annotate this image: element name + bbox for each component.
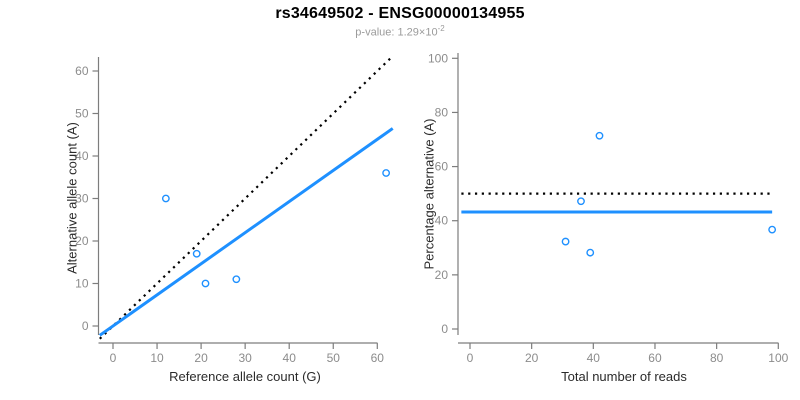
x-axis-title-right: Total number of reads — [561, 369, 687, 384]
y-tick-label: 60 — [75, 64, 89, 78]
y-tick-label: 50 — [75, 107, 89, 121]
data-point — [586, 248, 595, 257]
data-point — [232, 275, 241, 284]
x-tick-label: 30 — [238, 351, 252, 365]
x-tick-label: 40 — [587, 351, 601, 365]
x-tick-label: 50 — [327, 351, 341, 365]
x-tick-label: 20 — [525, 351, 539, 365]
x-tick-label: 100 — [768, 351, 788, 365]
y-axis-title-left: Alternative allele count (A) — [64, 122, 80, 274]
y-tick-label: 100 — [428, 51, 448, 65]
x-tick-label: 20 — [194, 351, 208, 365]
fit-line — [98, 127, 394, 337]
data-point — [561, 237, 570, 246]
identity-line — [99, 55, 394, 340]
y-tick-label: 0 — [441, 322, 448, 336]
pvalue-text: p-value: 1.29×10 — [355, 26, 438, 39]
x-tick-label: 80 — [710, 351, 724, 365]
data-point — [577, 197, 585, 206]
y-tick-label: 0 — [82, 319, 89, 333]
x-tick-label: 60 — [648, 351, 662, 365]
x-tick-label: 0 — [467, 351, 474, 365]
y-tick-label: 40 — [75, 149, 89, 163]
y-tick-label: 80 — [435, 105, 449, 119]
data-point — [201, 279, 210, 288]
y-tick-label: 10 — [75, 277, 89, 291]
data-point — [161, 194, 170, 203]
x-axis-title-left: Reference allele count (G) — [169, 369, 321, 384]
plot-subtitle: p-value: 1.29×10-2 — [0, 24, 800, 39]
scatter-ref-vs-alt: 0 10 20 30 40 50 60 0 10 20 30 40 50 60 — [75, 55, 394, 365]
plot-title: rs34649502 - ENSG00000134955 — [275, 5, 525, 22]
scatter-reads-vs-pct: 0 20 40 60 80 100 0 20 40 60 80 100 — [428, 51, 789, 365]
x-tick-label: 40 — [283, 351, 297, 365]
y-tick-label: 20 — [435, 268, 449, 282]
x-tick-label: 60 — [371, 351, 385, 365]
data-point — [768, 225, 777, 234]
pvalue-exponent: -2 — [437, 24, 445, 33]
x-tick-label: 0 — [110, 351, 117, 365]
data-point — [192, 249, 201, 258]
data-point — [595, 131, 604, 140]
y-tick-label: 60 — [435, 160, 449, 174]
data-point — [382, 169, 391, 177]
y-tick-label: 40 — [435, 214, 449, 228]
x-tick-label: 10 — [150, 351, 164, 365]
y-tick-label: 30 — [75, 192, 89, 206]
y-axis-title-right: Percentage alternative (A) — [421, 118, 437, 270]
y-tick-label: 20 — [75, 234, 89, 248]
